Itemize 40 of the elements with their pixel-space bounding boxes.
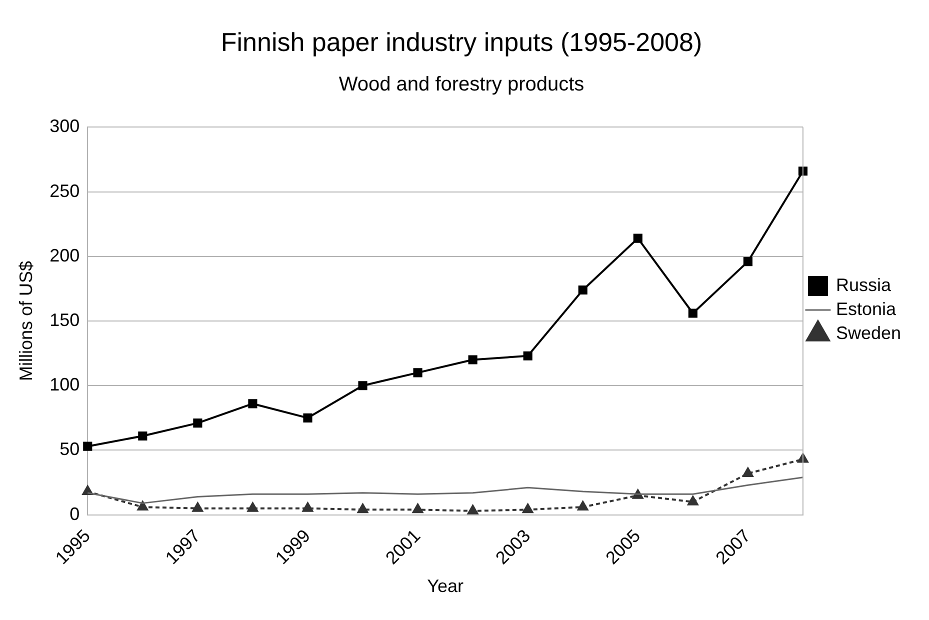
point	[303, 413, 312, 422]
point	[248, 399, 258, 408]
point	[798, 166, 808, 176]
chart-subtitle: Wood and forestry products	[338, 74, 584, 96]
y-tick-label: 100	[50, 374, 80, 395]
point	[798, 453, 808, 463]
point	[633, 234, 642, 243]
point	[358, 381, 368, 390]
legend-label: Estonia	[836, 298, 897, 319]
y-tick-label: 300	[50, 116, 80, 136]
point	[522, 504, 534, 514]
point	[357, 504, 368, 514]
point	[523, 351, 532, 360]
point	[247, 502, 258, 512]
y-tick-label: 200	[50, 245, 80, 266]
point	[412, 504, 424, 514]
y-axis-title: Millions of US$	[16, 260, 36, 382]
legend-label: Sweden	[836, 322, 902, 343]
point	[413, 368, 422, 378]
chart-title: Finnish paper industry inputs (1995-2008)	[220, 26, 702, 57]
y-tick-label: 0	[70, 504, 80, 524]
point	[83, 442, 92, 451]
point	[137, 501, 148, 511]
y-tick-label: 250	[50, 180, 80, 201]
point	[193, 418, 202, 428]
legend-label: Russia	[836, 274, 892, 295]
point	[688, 496, 698, 506]
y-tick-label: 150	[50, 310, 80, 330]
point	[578, 501, 588, 511]
point	[688, 308, 698, 318]
point	[467, 504, 478, 514]
point	[743, 257, 752, 266]
point	[302, 502, 314, 512]
y-tick-label: 50	[60, 439, 80, 460]
point	[468, 355, 478, 364]
x-axis-title: Year	[427, 576, 464, 596]
point	[138, 431, 148, 441]
point	[578, 285, 588, 295]
point	[192, 502, 204, 512]
point	[742, 467, 754, 477]
